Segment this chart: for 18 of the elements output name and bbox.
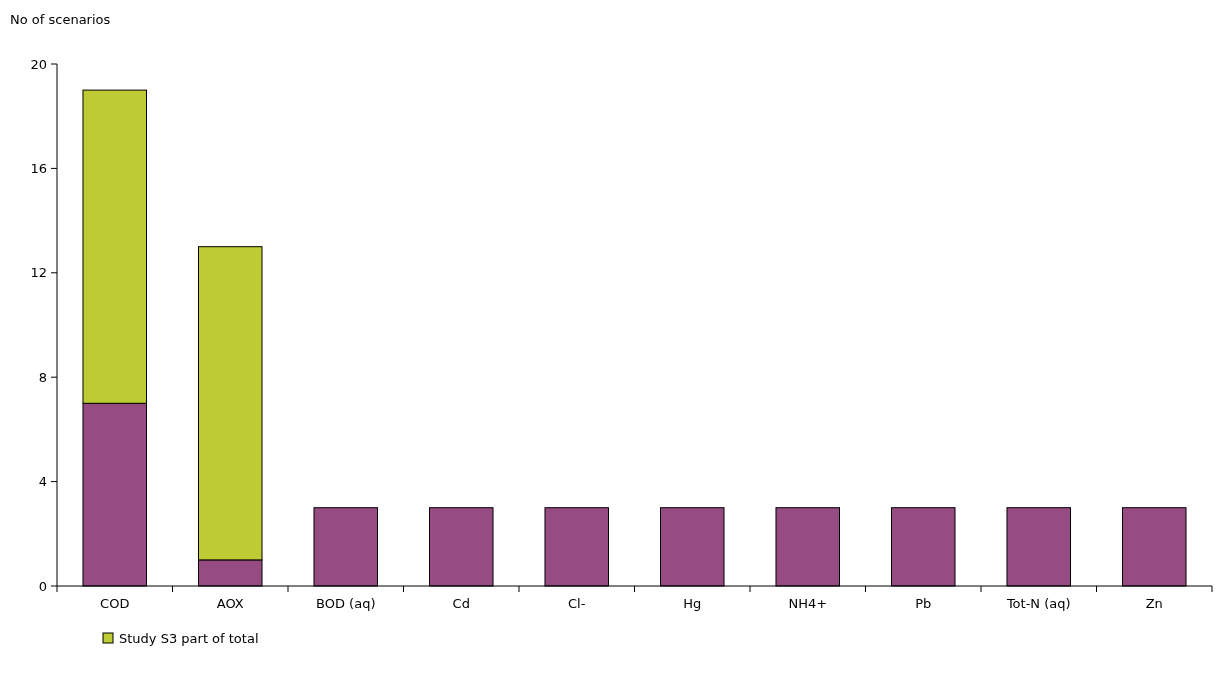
y-tick-label: 8 bbox=[38, 369, 47, 385]
y-tick-label: 4 bbox=[38, 474, 47, 490]
x-tick-label: Zn bbox=[1145, 596, 1163, 611]
y-tick-label: 16 bbox=[30, 160, 47, 176]
y-axis-title: No of scenarios bbox=[10, 12, 111, 27]
x-tick-label: AOX bbox=[216, 596, 244, 611]
x-tick-label: COD bbox=[100, 596, 130, 611]
y-tick-label: 20 bbox=[30, 56, 47, 72]
x-tick-label: BOD (aq) bbox=[316, 596, 376, 611]
legend-label: Study S3 part of total bbox=[119, 631, 259, 646]
y-tick-label: 0 bbox=[38, 578, 47, 594]
x-tick-label: Cd bbox=[452, 596, 470, 611]
x-tick-label: Cl- bbox=[568, 596, 586, 611]
y-tick-label: 12 bbox=[30, 265, 47, 281]
x-tick-label: Pb bbox=[915, 596, 932, 611]
x-tick-label: Hg bbox=[683, 596, 702, 611]
x-tick-label: NH4+ bbox=[788, 596, 828, 611]
x-tick-label: Tot-N (aq) bbox=[1005, 596, 1071, 611]
